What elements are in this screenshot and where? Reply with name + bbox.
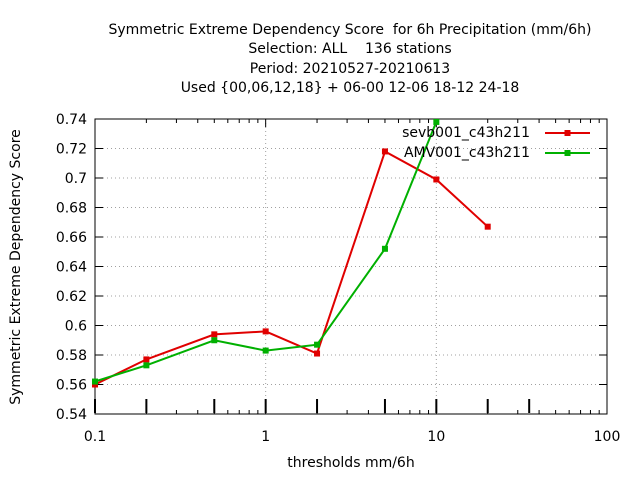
y-tick-label: 0.68 [56, 201, 87, 217]
y-tick-label: 0.6 [65, 319, 87, 335]
y-axis-label: Symmetric Extreme Dependency Score [8, 129, 24, 405]
legend-marker-series-1 [564, 130, 571, 136]
y-tick-label: 0.72 [56, 142, 87, 158]
series-point-2 [211, 337, 218, 344]
series-point-1 [143, 356, 150, 363]
chart-title-line-1: Symmetric Extreme Dependency Score for 6… [108, 22, 592, 38]
x-tick-label: 10 [427, 429, 445, 445]
series-point-2 [381, 245, 388, 252]
series-line-1 [94, 150, 489, 386]
y-tick-label: 0.58 [56, 348, 87, 364]
y-tick-label: 0.64 [56, 260, 87, 276]
series-point-2 [433, 118, 440, 125]
series-point-1 [433, 176, 440, 183]
x-tick-label: 100 [594, 429, 621, 445]
legend-label-series-1: sevb001_c43h211 [402, 125, 530, 141]
y-tick-label: 0.62 [56, 289, 87, 305]
x-tick-label: 1 [261, 429, 270, 445]
plot-frame [94, 118, 608, 415]
series-point-1 [262, 328, 269, 335]
series-point-2 [143, 362, 150, 369]
chart-title-line-4: Used {00,06,12,18} + 06-00 12-06 18-12 2… [180, 80, 520, 96]
x-tick-label: 0.1 [84, 429, 106, 445]
legend-label-series-2: AMV001_c43h211 [403, 145, 530, 161]
y-tick-label: 0.54 [56, 407, 87, 423]
y-tick-label: 0.74 [56, 112, 87, 128]
series-point-1 [314, 350, 321, 357]
x-axis-label: thresholds mm/6h [287, 455, 415, 471]
legend-marker-series-2 [564, 150, 571, 156]
series-point-2 [92, 378, 98, 385]
series-point-1 [381, 148, 388, 155]
series-point-1 [484, 223, 491, 230]
series-point-1 [211, 331, 218, 338]
chart-title-line-2: Selection: ALL 136 stations [248, 41, 452, 57]
y-tick-label: 0.56 [56, 378, 87, 394]
series-point-2 [314, 341, 321, 348]
series-point-2 [262, 347, 269, 354]
chart-title-line-3: Period: 20210527-20210613 [249, 61, 451, 77]
y-tick-label: 0.66 [56, 230, 87, 246]
y-tick-label: 0.7 [65, 171, 87, 187]
